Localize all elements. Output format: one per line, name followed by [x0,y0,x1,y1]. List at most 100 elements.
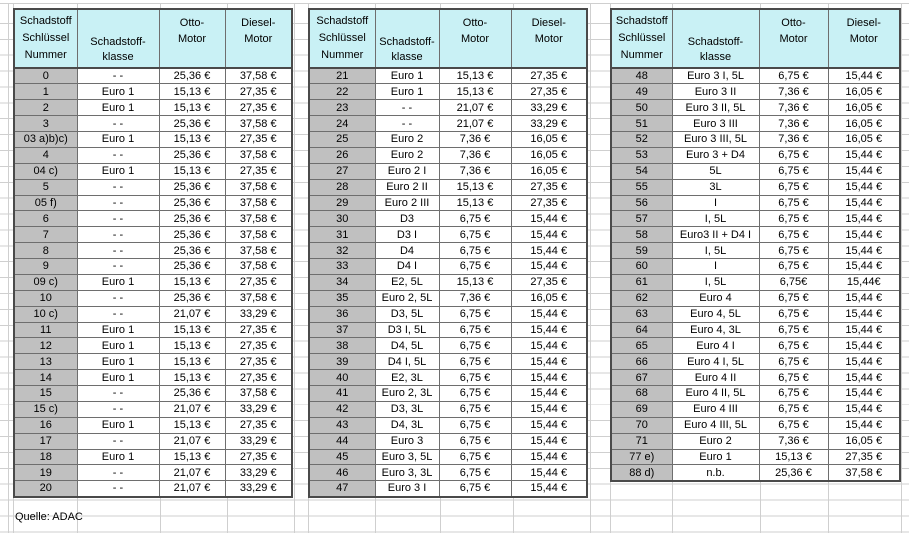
diesel-cell: 27,35 € [224,162,293,180]
diesel-cell: 15,44 € [827,416,901,434]
key-cell: 15 c) [13,400,78,418]
class-cell: E2, 3L [374,369,440,386]
diesel-cell: 37,58 € [224,289,293,307]
diesel-cell: 37,58 € [224,178,293,196]
key-cell: 26 [308,146,376,164]
class-cell: Euro 1 [76,99,160,117]
otto-cell: 25,36 € [158,385,226,402]
diesel-cell: 15,44 € [510,210,588,228]
table-row: 2 Euro 1 15,13 € 27,35 € [13,99,293,117]
diesel-cell: 15,44 € [510,258,588,275]
key-cell: 32 [308,242,376,259]
diesel-cell: 27,35 € [224,353,293,371]
key-cell: 54 [610,162,673,180]
diesel-cell: 15,44 € [510,321,588,339]
key-cell: 10 [13,289,78,307]
key-cell: 9 [13,258,78,275]
table-row: 27 Euro 2 I 7,36 € 16,05 € [308,162,588,180]
class-cell: Euro 1 [76,162,160,180]
class-cell: Euro 1 [671,448,760,466]
key-cell: 0 [13,67,78,85]
key-cell: 58 [610,226,673,244]
diesel-cell: 15,44 € [510,464,588,482]
diesel-cell: 33,29 € [224,305,293,323]
diesel-cell: 37,58 € [224,385,293,402]
key-cell: 1 [13,83,78,101]
class-cell: - - [76,242,160,259]
diesel-cell: 16,05 € [827,131,901,148]
key-cell: 66 [610,353,673,371]
table-row: 37 D3 I, 5L 6,75 € 15,44 € [308,321,588,339]
otto-cell: 6,75 € [438,480,512,498]
class-cell: Euro 4 III, 5L [671,416,760,434]
class-cell: - - [76,226,160,244]
diesel-cell: 15,44 € [510,337,588,355]
diesel-cell: 15,44 € [510,480,588,498]
class-cell: Euro 3 II [671,83,760,101]
key-cell: 04 c) [13,162,78,180]
table-row: 50 Euro 3 II, 5L 7,36 € 16,05 € [610,99,901,117]
key-cell: 7 [13,226,78,244]
class-cell: - - [76,115,160,132]
otto-cell: 21,07 € [438,115,512,132]
key-cell: 43 [308,416,376,434]
otto-cell: 6,75 € [758,67,829,85]
diesel-cell: 37,58 € [224,146,293,164]
otto-cell: 15,13 € [158,99,226,117]
class-cell: I, 5L [671,242,760,259]
table-row: 33 D4 I 6,75 € 15,44 € [308,258,588,275]
diesel-cell: 33,29 € [510,115,588,132]
column-header-key: Schadstoff Schlüssel Nummer [308,8,376,69]
otto-cell: 15,13 € [158,83,226,101]
key-cell: 16 [13,416,78,434]
otto-cell: 15,13 € [158,369,226,386]
table-row: 47 Euro 3 I 6,75 € 15,44 € [308,480,588,498]
otto-cell: 6,75 € [438,305,512,323]
table-row: 55 3L 6,75 € 15,44 € [610,178,901,196]
otto-cell: 25,36 € [158,258,226,275]
column-header-key: Schadstoff Schlüssel Nummer [13,8,78,69]
key-cell: 62 [610,289,673,307]
diesel-cell: 15,44 € [510,385,588,402]
diesel-cell: 33,29 € [224,480,293,498]
key-cell: 8 [13,242,78,259]
otto-cell: 15,13 € [158,448,226,466]
class-cell: n.b. [671,464,760,482]
class-cell: Euro 4 I [671,337,760,355]
otto-cell: 15,13 € [158,337,226,355]
class-cell: Euro 2 [374,146,440,164]
table-row: 11 Euro 1 15,13 € 27,35 € [13,321,293,339]
grid-line [294,3,295,533]
class-cell: D3 I, 5L [374,321,440,339]
table-row: 77 e) Euro 1 15,13 € 27,35 € [610,448,901,466]
table-row: 63 Euro 4, 5L 6,75 € 15,44 € [610,305,901,323]
otto-cell: 15,13 € [158,162,226,180]
diesel-cell: 33,29 € [510,99,588,117]
class-cell: 3L [671,178,760,196]
diesel-cell: 15,44 € [827,385,901,402]
class-cell: D4, 5L [374,337,440,355]
diesel-cell: 33,29 € [224,400,293,418]
table-row: 51 Euro 3 III 7,36 € 16,05 € [610,115,901,132]
table-row: 10 - - 25,36 € 37,58 € [13,289,293,307]
table-row: 60 I 6,75 € 15,44 € [610,258,901,275]
otto-cell: 6,75 € [758,178,829,196]
class-cell: Euro 3 [374,432,440,450]
key-cell: 19 [13,464,78,482]
key-cell: 25 [308,131,376,148]
class-cell: - - [76,305,160,323]
table-row: 68 Euro 4 II, 5L 6,75 € 15,44 € [610,385,901,402]
class-cell: - - [76,210,160,228]
key-cell: 12 [13,337,78,355]
class-cell: - - [76,385,160,402]
diesel-cell: 37,58 € [224,210,293,228]
diesel-cell: 16,05 € [510,146,588,164]
diesel-cell: 27,35 € [224,369,293,386]
class-cell: D3, 3L [374,400,440,418]
table-row: 15 c) - - 21,07 € 33,29 € [13,400,293,418]
table-row: 42 D3, 3L 6,75 € 15,44 € [308,400,588,418]
class-cell: 5L [671,162,760,180]
otto-cell: 6,75 € [438,432,512,450]
key-cell: 61 [610,273,673,291]
